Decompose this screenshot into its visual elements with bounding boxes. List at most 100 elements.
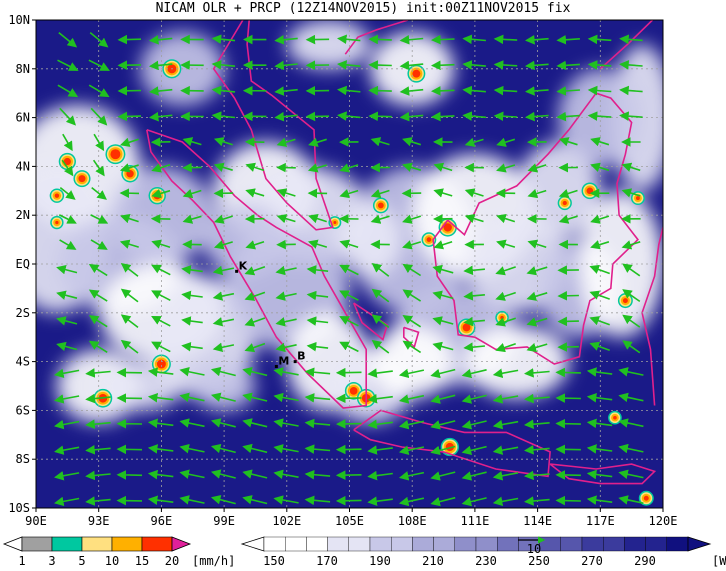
wind-vector (557, 316, 579, 327)
x-tick-label: 93E (88, 514, 110, 528)
x-tick-label: 90E (25, 514, 47, 528)
wind-vector (431, 60, 455, 71)
wind-vector (402, 214, 422, 224)
y-tick-label: 2S (16, 306, 30, 320)
wind-vector (339, 188, 359, 199)
precip-spot (426, 237, 432, 242)
wind-vector (54, 471, 80, 481)
wind-vector (590, 137, 610, 147)
wind-vector (496, 137, 516, 147)
wind-vector (432, 290, 454, 300)
wind-vector (433, 240, 453, 250)
station-dot (293, 360, 297, 364)
wind-vector (461, 496, 487, 507)
wind-vector (306, 290, 329, 301)
wind-vector (179, 392, 205, 403)
wind-vector (586, 367, 613, 377)
wind-vector (120, 263, 139, 277)
wind-vector (587, 34, 612, 45)
wind-vector (525, 111, 549, 122)
wind-vector (179, 443, 205, 454)
wind-vector (462, 60, 486, 70)
y-tick-label: EQ (16, 257, 30, 271)
wind-vector (274, 86, 298, 96)
wind-vector (88, 84, 110, 98)
wind-vector (339, 290, 359, 301)
wind-vector (307, 239, 328, 249)
y-tick-label: 8N (16, 62, 30, 76)
wind-vector (210, 392, 236, 402)
wind-vector (371, 288, 390, 303)
wind-vector (117, 111, 142, 122)
wind-vector (622, 314, 641, 328)
wind-vector (147, 392, 174, 403)
station-dot (235, 269, 239, 273)
wind-vector (85, 368, 111, 378)
wind-vector (151, 163, 171, 173)
wind-vector (463, 265, 485, 276)
olr-cb-label: 230 (475, 554, 497, 568)
precip-cb-label: 3 (48, 554, 55, 568)
wind-vector (242, 392, 268, 402)
wind-vector (335, 444, 362, 455)
wind-vector (212, 342, 235, 353)
wind-vector (492, 419, 519, 430)
wind-vector (586, 418, 613, 429)
wind-vector (432, 341, 454, 352)
wind-vector (622, 263, 641, 277)
wind-vector (525, 60, 549, 71)
wind-vector (307, 163, 328, 173)
precip-colorbar: 1 3 5 10 15 20 [mm/h] (2, 536, 235, 568)
precip-spot (643, 495, 649, 501)
wind-vector (89, 31, 109, 48)
wind-vector (147, 469, 174, 480)
wind-vector (88, 340, 108, 353)
precip-spot (500, 315, 504, 320)
wind-vector (368, 85, 392, 96)
wind-vector (275, 342, 297, 353)
wind-vector (58, 31, 78, 48)
wind-vector (367, 496, 393, 506)
wind-vector (85, 444, 111, 455)
wind-vector (430, 496, 456, 507)
wind-vector (92, 159, 105, 177)
wind-vector (368, 60, 392, 70)
wind-vector (119, 239, 139, 249)
olr-cb-swatch (560, 536, 583, 552)
wind-vector (54, 419, 80, 430)
y-axis-ticks: 10N 8N 6N 4N 2N EQ 2S 4S 6S 8S 10S (8, 13, 36, 515)
wind-vector (621, 240, 641, 250)
wind-vector (495, 291, 516, 301)
wind-vector (304, 418, 331, 429)
wind-vector (555, 367, 581, 378)
wind-vector (492, 394, 519, 404)
station-label-k: K (239, 259, 248, 272)
wind-vector (496, 213, 516, 224)
wind-vector (151, 290, 171, 302)
wind-vector (622, 340, 641, 354)
wind-vector (433, 188, 453, 198)
wind-vector (90, 214, 109, 224)
x-tick-label: 96E (151, 514, 173, 528)
wind-vector (211, 111, 236, 121)
wind-vector (88, 59, 110, 71)
wind-vector (462, 85, 486, 96)
wind-vector (273, 444, 299, 454)
wind-vector (462, 34, 486, 45)
olr-cb-swatch (348, 536, 371, 552)
wind-vector (85, 496, 111, 506)
wind-vector (306, 265, 329, 275)
wind-vector (119, 213, 139, 224)
wind-vector (402, 240, 422, 250)
wind-vector (242, 443, 268, 454)
wind-vector (148, 35, 173, 45)
wind-vector (590, 240, 610, 250)
wind-vector (275, 317, 297, 327)
precip-cb-swatch (111, 536, 143, 552)
station-markers: K M B (235, 259, 306, 368)
wind-vector (274, 60, 298, 71)
wind-vector (430, 394, 456, 404)
wind-vector (398, 419, 425, 430)
wind-vector (273, 392, 299, 403)
